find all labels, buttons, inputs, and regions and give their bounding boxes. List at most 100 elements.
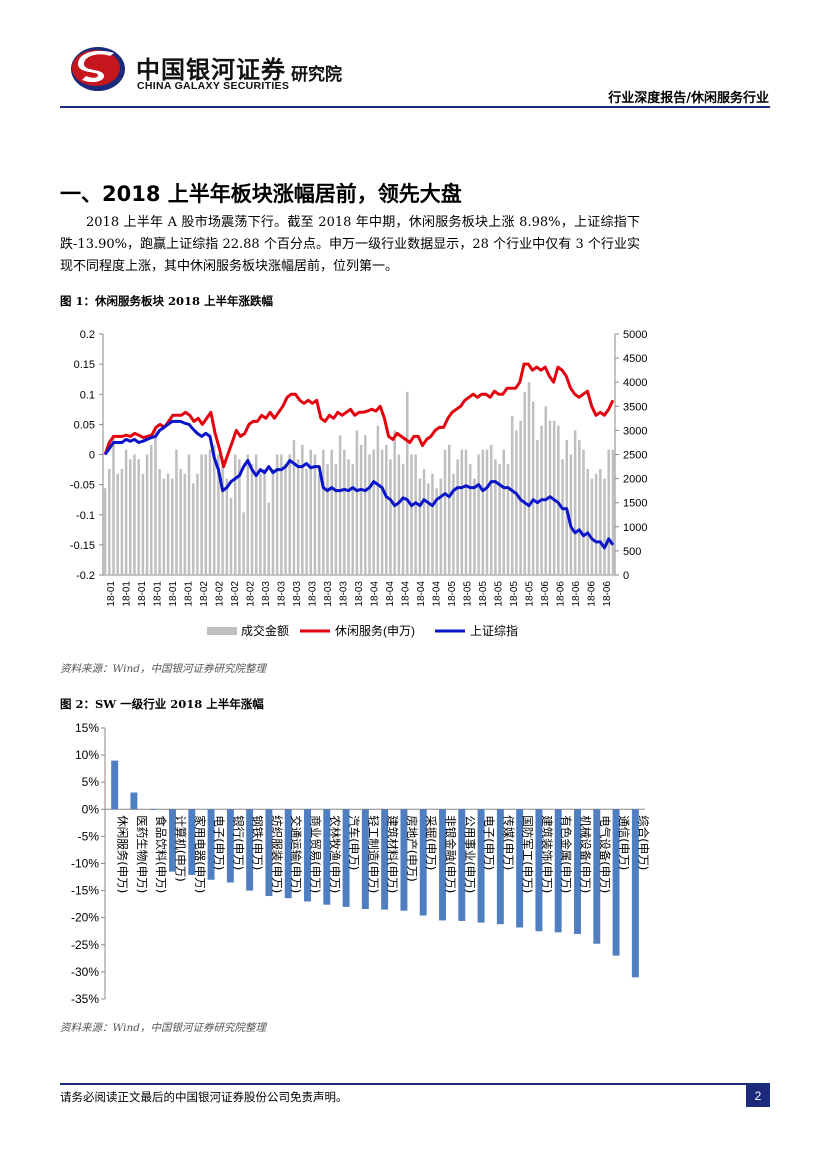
industry-bar (554, 809, 562, 933)
right-tick-label: 0 (623, 570, 629, 582)
footer-divider (60, 1083, 770, 1085)
x-tick-label: 18-05 (447, 581, 458, 607)
y-tick-label: 15% (75, 721, 99, 735)
right-tick-label: 1500 (623, 498, 647, 510)
x-tick-label: 18-06 (587, 581, 598, 607)
volume-bar (510, 415, 514, 575)
volume-bar (468, 464, 472, 575)
volume-bar (502, 449, 506, 575)
volume-bar (594, 473, 598, 575)
x-tick-label: 18-06 (556, 581, 567, 607)
volume-bar (166, 473, 170, 575)
y-tick-label: -15% (71, 884, 99, 898)
y-tick-label: -5% (78, 829, 100, 843)
page-number: 2 (754, 1089, 762, 1103)
x-tick-label: 18-03 (261, 581, 272, 607)
industry-bar (342, 809, 350, 907)
industry-bar (284, 809, 292, 899)
volume-bar (536, 440, 539, 575)
x-tick-label: 18-03 (292, 581, 303, 607)
volume-bar (347, 459, 350, 575)
industry-label: 医药生物(申万) (135, 815, 149, 893)
industry-bar (226, 809, 234, 883)
volume-bar (557, 425, 560, 575)
volume-bar (590, 478, 594, 575)
industry-label: 国防军工(申万) (521, 815, 535, 893)
industry-label: 家用电器(申万) (193, 815, 207, 893)
x-tick-label: 18-03 (323, 581, 334, 607)
volume-bar (141, 473, 145, 575)
volume-bar (494, 459, 497, 575)
volume-bar (473, 478, 476, 575)
volume-bar (150, 444, 153, 575)
volume-bar (447, 444, 451, 575)
industry-label: 农林牧渔(申万) (328, 815, 342, 893)
left-tick-label: 0.15 (74, 359, 95, 371)
volume-bar (611, 449, 615, 575)
y-tick-label: -10% (71, 857, 99, 871)
volume-bar (607, 449, 610, 575)
volume-bar (313, 454, 317, 575)
left-tick-label: 0.2 (80, 329, 95, 341)
volume-bar (284, 464, 287, 575)
volume-bar (154, 430, 157, 575)
x-tick-label: 18-04 (385, 581, 396, 607)
footer-disclaimer: 请务必阅读正文最后的中国银河证券股份公司免责声明。 (60, 1090, 348, 1104)
volume-bar (212, 444, 216, 575)
leisure-services-line (103, 362, 615, 469)
volume-bar (124, 449, 128, 575)
left-tick-label: -0.2 (76, 570, 95, 582)
volume-bar (418, 478, 422, 575)
industry-bar (400, 809, 408, 911)
legend-label-composite: 上证综指 (470, 623, 518, 638)
industry-bar (535, 809, 543, 932)
industry-bar (477, 809, 485, 923)
volume-bar (485, 449, 489, 575)
industry-bar (631, 809, 639, 978)
industry-label: 纺织服装(申万) (270, 815, 284, 893)
galaxy-logo-icon (71, 47, 125, 91)
volume-bar (582, 449, 585, 575)
right-tick-label: 2000 (623, 474, 647, 486)
y-tick-label: -25% (71, 938, 99, 952)
volume-bar (456, 459, 459, 575)
volume-bar (200, 454, 203, 575)
industry-label: 机械设备(申万) (579, 815, 593, 893)
x-tick-label: 18-01 (121, 581, 132, 607)
volume-bar (129, 459, 132, 575)
volume-bar (515, 430, 518, 575)
volume-bar (586, 468, 589, 575)
volume-bar (477, 454, 480, 575)
volume-bar (233, 454, 237, 575)
industry-bar (304, 809, 311, 902)
left-tick-label: 0 (89, 450, 95, 462)
volume-bar (217, 454, 220, 575)
industry-bar (612, 809, 620, 956)
volume-bar (561, 459, 564, 575)
y-tick-label: 5% (82, 775, 100, 789)
industry-bar (188, 809, 196, 875)
x-tick-label: 18-05 (478, 581, 489, 607)
volume-bar (196, 473, 199, 575)
volume-bar (498, 464, 501, 575)
industry-bar (593, 809, 601, 944)
volume-bar (414, 454, 417, 575)
volume-bar (401, 464, 405, 575)
y-tick-label: 10% (75, 748, 99, 762)
x-tick-label: 18-01 (168, 581, 179, 607)
volume-bar (103, 488, 107, 575)
volume-bar (523, 391, 527, 575)
volume-bar (317, 473, 321, 575)
volume-bar (263, 468, 266, 575)
industry-label: 采掘(申万) (424, 815, 438, 870)
right-tick-label: 3000 (623, 425, 647, 437)
industry-label: 综合(申万) (636, 815, 650, 870)
volume-bar (578, 440, 581, 575)
volume-bar (481, 449, 485, 575)
volume-bar (355, 430, 359, 575)
volume-bar (330, 449, 333, 575)
x-tick-label: 18-05 (494, 581, 505, 607)
industry-label: 银行(申万) (231, 815, 245, 870)
x-tick-label: 18-06 (571, 581, 582, 607)
industry-label: 传媒(申万) (501, 815, 515, 870)
